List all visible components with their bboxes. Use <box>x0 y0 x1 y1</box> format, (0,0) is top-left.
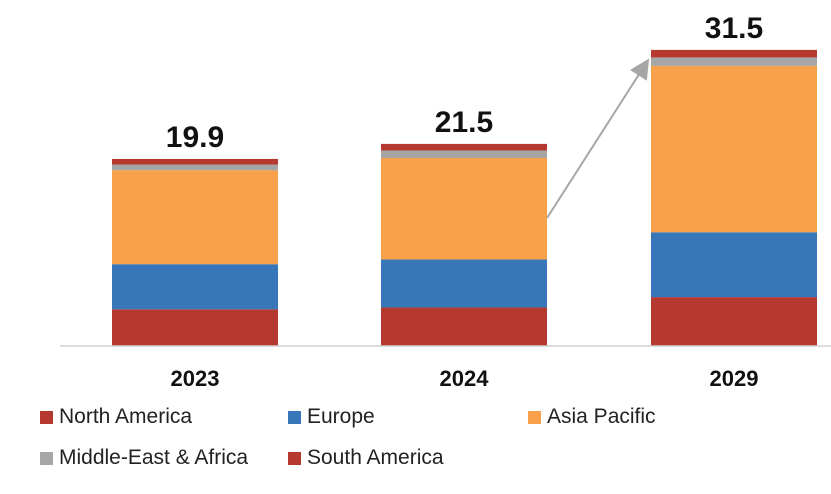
bar-segment-europe-2029 <box>651 232 817 298</box>
legend-item-middle-east-africa: Middle-East & Africa <box>40 444 248 472</box>
legend-swatch <box>40 451 53 465</box>
bar-segment-north-america-2023 <box>112 158 278 165</box>
total-label-2023: 19.9 <box>166 121 224 154</box>
growth-arrow <box>546 58 650 219</box>
legend-item-south-america: South America <box>288 444 444 472</box>
total-label-2029: 31.5 <box>705 12 763 45</box>
legend-label: Middle-East & Africa <box>59 446 249 469</box>
bar-segment-europe-2023 <box>112 264 278 310</box>
legend-label: North America <box>59 405 193 428</box>
stacked-bar-chart: 19.9 2023 21.5 2024 31.5 2029 <box>60 12 831 391</box>
legend-item-europe: Europe <box>288 403 375 431</box>
bar-segment-middle-east-africa-2024 <box>381 150 547 158</box>
x-tick-label-2024: 2024 <box>440 366 490 391</box>
x-tick-label-2023: 2023 <box>171 366 220 391</box>
bar-segment-north-america-2024 <box>381 143 547 151</box>
bar-segment-asia-pacific-2023 <box>112 170 278 265</box>
bar-segment-middle-east-africa-2023 <box>112 164 278 171</box>
legend-swatch <box>40 410 53 424</box>
x-tick-label-2029: 2029 <box>710 366 759 391</box>
legend-label: South America <box>307 446 444 469</box>
legend-swatch <box>288 451 301 465</box>
bar-segment-north-america-2029 <box>651 49 817 58</box>
bar-segment-south-america-2024 <box>381 307 547 346</box>
total-label-2024: 21.5 <box>435 106 493 139</box>
bar-segment-south-america-2029 <box>651 297 817 346</box>
legend-item-north-america: North America <box>40 403 192 431</box>
bar-segment-asia-pacific-2024 <box>381 158 547 260</box>
bar-segment-middle-east-africa-2029 <box>651 57 817 66</box>
legend-swatch <box>288 410 301 424</box>
bar-segment-asia-pacific-2029 <box>651 65 817 233</box>
bar-segment-europe-2024 <box>381 259 547 308</box>
legend-label: Europe <box>307 405 375 428</box>
legend-swatch <box>528 410 541 424</box>
bar-segment-south-america-2023 <box>112 309 278 346</box>
legend-item-asia-pacific: Asia Pacific <box>528 403 656 431</box>
legend-label: Asia Pacific <box>547 405 656 428</box>
